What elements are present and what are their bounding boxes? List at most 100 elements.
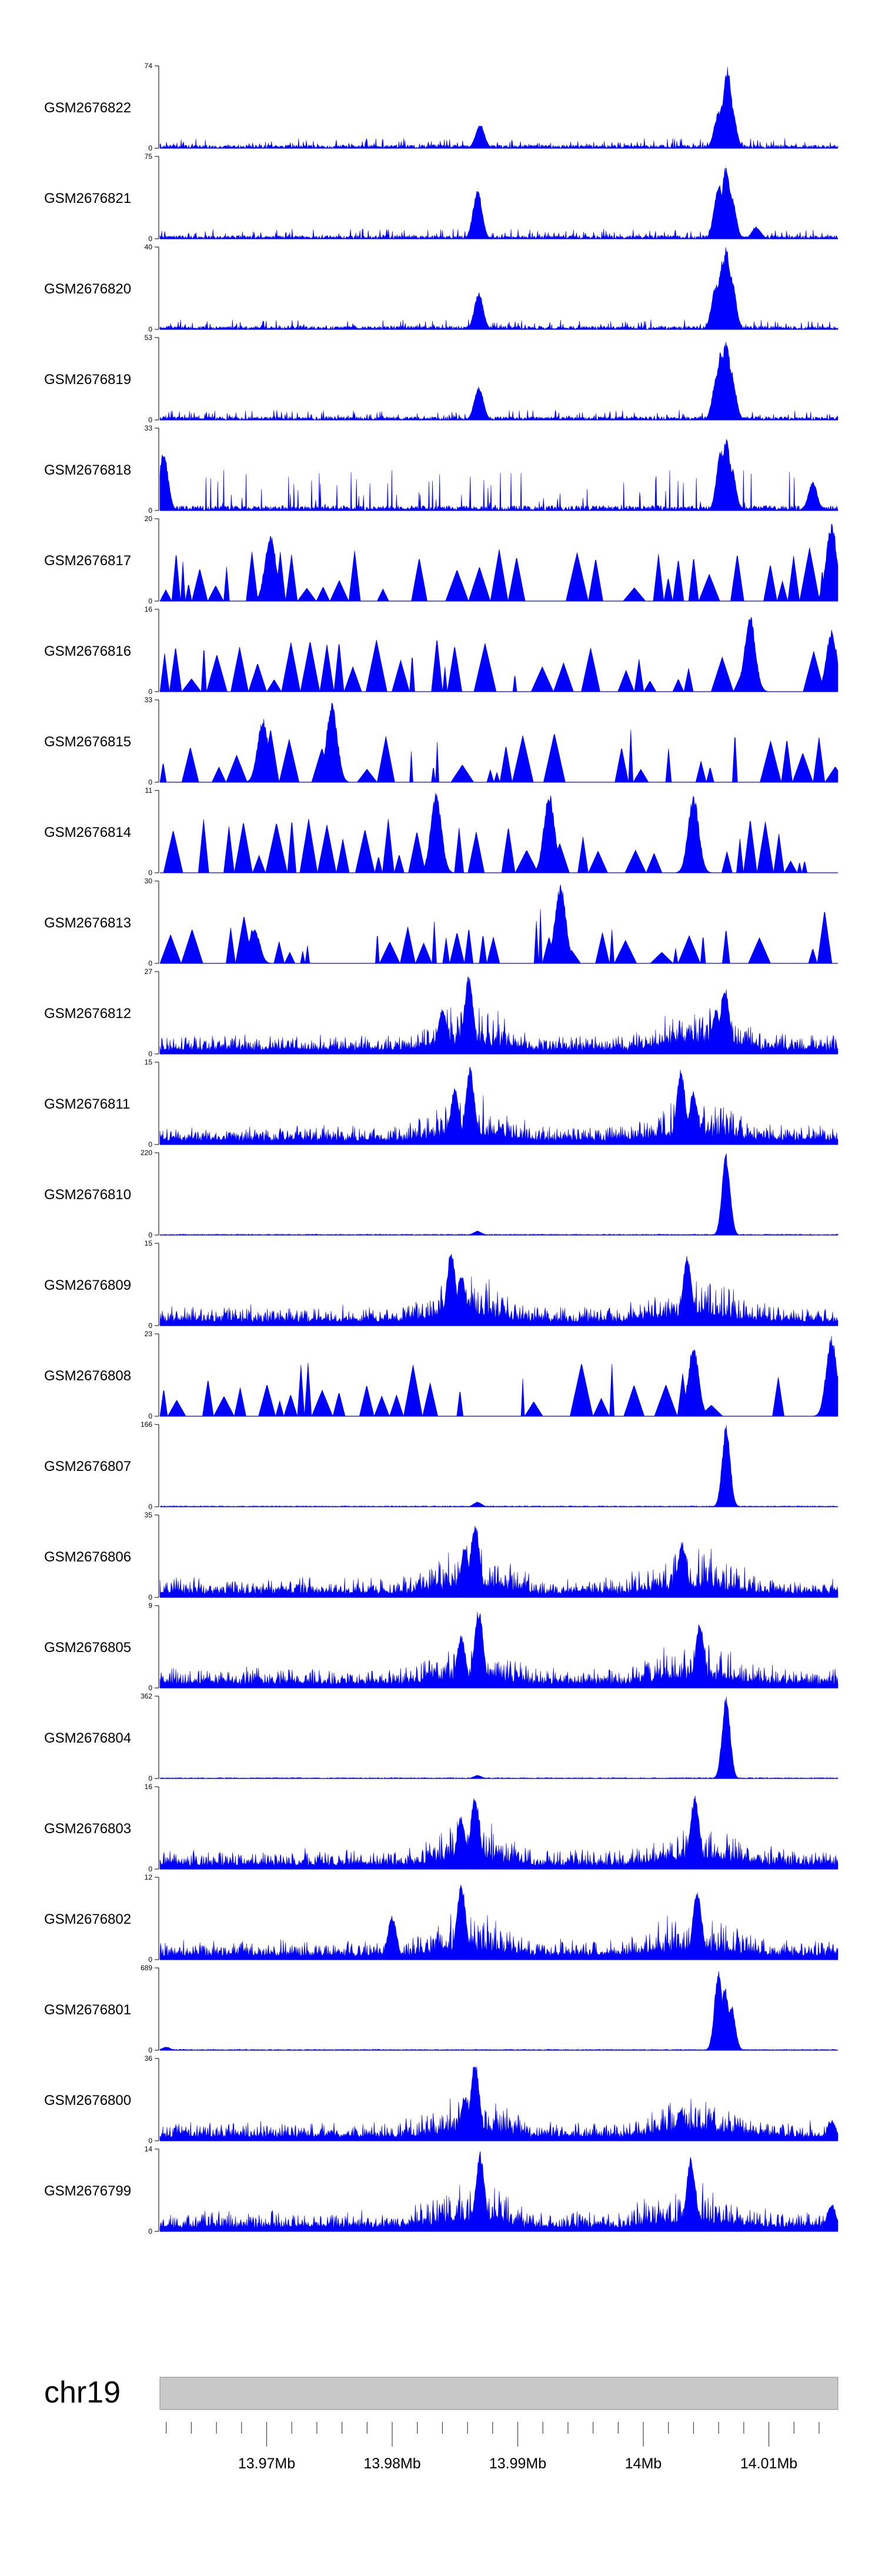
track-label: GSM2676807 — [44, 1459, 131, 1474]
track-label: GSM2676810 — [44, 1187, 131, 1203]
y-min-label: 0 — [148, 416, 152, 424]
track-GSM2676805: GSM2676805 9 0 — [44, 1601, 838, 1692]
track-label: GSM2676821 — [44, 191, 131, 206]
coverage-tracks: GSM2676822740GSM2676821750GSM2676820400G… — [44, 62, 838, 2235]
y-min-label: 0 — [148, 1140, 152, 1149]
y-min-label: 0 — [148, 1050, 152, 1058]
track-label: GSM2676805 — [44, 1640, 131, 1656]
y-max-label: 12 — [145, 1873, 153, 1881]
y-max-label: 362 — [141, 1692, 152, 1700]
track-GSM2676821: GSM2676821 75 0 — [44, 152, 838, 243]
track-label: GSM2676813 — [44, 915, 131, 931]
track-label: GSM2676822 — [44, 100, 131, 116]
coverage-area — [159, 2151, 838, 2232]
coverage-area — [159, 523, 838, 602]
y-min-label: 0 — [148, 1412, 152, 1420]
coverage-area — [159, 1336, 838, 1417]
track-label: GSM2676816 — [44, 643, 131, 659]
coverage-area — [159, 2066, 838, 2141]
x-tick-label: 13.98Mb — [363, 2455, 420, 2472]
coverage-area — [159, 976, 838, 1055]
track-GSM2676811: GSM2676811 15 0 — [44, 1058, 838, 1149]
track-GSM2676817: GSM2676817 20 0 — [44, 515, 838, 605]
coverage-area — [159, 884, 838, 965]
y-max-label: 689 — [141, 1964, 152, 1972]
coverage-area — [159, 1067, 838, 1145]
y-max-label: 75 — [145, 152, 153, 161]
coverage-area — [159, 66, 838, 149]
y-max-label: 15 — [145, 1239, 153, 1247]
track-GSM2676803: GSM2676803 16 0 — [44, 1783, 838, 1873]
y-min-label: 0 — [148, 325, 152, 333]
y-min-label: 0 — [148, 1593, 152, 1601]
track-GSM2676801: GSM2676801 689 0 — [44, 1964, 838, 2054]
y-max-label: 23 — [145, 1330, 153, 1338]
y-min-label: 0 — [148, 1774, 152, 1783]
y-max-label: 15 — [145, 1058, 153, 1066]
y-min-label: 0 — [148, 144, 152, 152]
track-label: GSM2676799 — [44, 2183, 131, 2199]
track-GSM2676822: GSM2676822 74 0 — [44, 62, 838, 152]
coverage-area — [159, 342, 838, 421]
track-GSM2676804: GSM2676804 362 0 — [44, 1692, 838, 1783]
track-GSM2676799: GSM2676799 14 0 — [44, 2145, 838, 2235]
track-GSM2676812: GSM2676812 27 0 — [44, 967, 838, 1058]
y-max-label: 14 — [145, 2145, 153, 2153]
y-max-label: 30 — [145, 877, 153, 885]
coverage-area — [159, 1696, 838, 1779]
y-max-label: 20 — [145, 515, 153, 523]
track-GSM2676807: GSM2676807 166 0 — [44, 1420, 838, 1511]
y-max-label: 220 — [141, 1149, 152, 1157]
track-label: GSM2676819 — [44, 372, 131, 388]
coverage-area — [159, 1796, 838, 1870]
y-max-label: 74 — [145, 62, 153, 70]
y-min-label: 0 — [148, 1684, 152, 1692]
y-min-label: 0 — [148, 1322, 152, 1330]
track-label: GSM2676801 — [44, 2002, 131, 2018]
coverage-area — [160, 793, 838, 874]
y-min-label: 0 — [148, 1231, 152, 1239]
track-GSM2676814: GSM2676814 11 0 — [44, 786, 838, 877]
y-max-label: 35 — [145, 1511, 153, 1519]
x-tick-label: 14.01Mb — [740, 2455, 797, 2472]
track-GSM2676818: GSM2676818 33 0 — [44, 424, 838, 515]
coverage-area — [159, 1611, 838, 1689]
y-max-label: 33 — [145, 424, 153, 432]
y-max-label: 33 — [145, 696, 153, 704]
x-tick-label: 13.97Mb — [238, 2455, 295, 2472]
track-GSM2676816: GSM2676816 16 0 — [44, 605, 838, 696]
track-label: GSM2676820 — [44, 281, 131, 297]
x-tick-label: 14Mb — [625, 2455, 662, 2472]
coverage-area — [159, 1971, 838, 2051]
y-min-label: 0 — [148, 2046, 152, 2054]
track-label: GSM2676806 — [44, 1549, 131, 1565]
x-tick-label: 13.99Mb — [489, 2455, 546, 2472]
y-min-label: 0 — [148, 2137, 152, 2145]
track-label: GSM2676818 — [44, 462, 131, 478]
y-max-label: 166 — [141, 1420, 152, 1429]
y-max-label: 40 — [145, 243, 153, 251]
y-min-label: 0 — [148, 1503, 152, 1511]
track-GSM2676806: GSM2676806 35 0 — [44, 1511, 838, 1601]
track-label: GSM2676808 — [44, 1368, 131, 1384]
chromosome-ideogram — [159, 2377, 838, 2410]
y-max-label: 9 — [148, 1601, 152, 1610]
y-min-label: 0 — [148, 688, 152, 696]
track-label: GSM2676814 — [44, 825, 131, 840]
y-max-label: 11 — [145, 786, 153, 795]
coverage-area — [159, 702, 838, 783]
track-GSM2676820: GSM2676820 40 0 — [44, 243, 838, 333]
track-label: GSM2676815 — [44, 734, 131, 750]
track-GSM2676813: GSM2676813 30 0 — [44, 877, 838, 967]
chromosome-label: chr19 — [44, 2375, 121, 2410]
y-min-label: 0 — [148, 869, 152, 877]
y-max-label: 16 — [145, 1783, 153, 1791]
y-min-label: 0 — [148, 235, 152, 243]
y-max-label: 27 — [145, 967, 153, 976]
track-label: GSM2676800 — [44, 2093, 131, 2108]
track-label: GSM2676817 — [44, 553, 131, 569]
track-GSM2676808: GSM2676808 23 0 — [44, 1330, 838, 1420]
y-min-label: 0 — [148, 778, 152, 786]
y-min-label: 0 — [148, 597, 152, 605]
